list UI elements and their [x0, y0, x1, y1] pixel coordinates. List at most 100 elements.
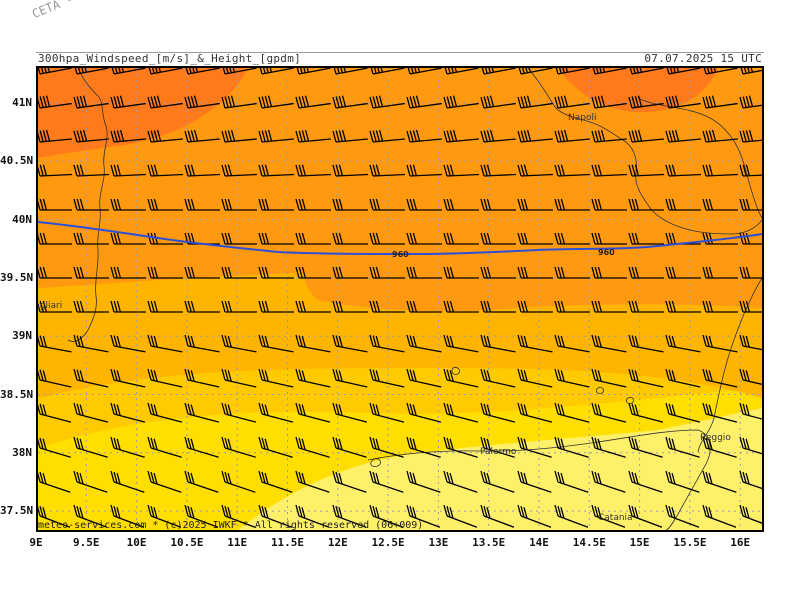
- map-header: 300hpa_Windspeed_[m/s]_&_Height_[gpdm] 0…: [36, 52, 764, 65]
- wind-barb: [184, 164, 220, 177]
- wind-barb: [184, 129, 220, 143]
- map-datetime: 07.07.2025 15 UTC: [644, 52, 762, 65]
- wind-barbs: [38, 68, 762, 528]
- height-contour-960: [38, 221, 762, 256]
- wind-barb: [517, 232, 553, 245]
- wind-barb: [332, 334, 368, 353]
- wind-barb: [554, 334, 590, 353]
- wind-barb: [38, 403, 72, 423]
- wind-barb: [665, 436, 700, 458]
- wind-barb: [295, 164, 331, 177]
- wind-barb: [665, 164, 701, 177]
- wind-barb: [702, 232, 738, 245]
- wind-barb: [665, 470, 700, 493]
- wind-barb: [147, 402, 183, 423]
- longitude-label: 15.5E: [673, 536, 707, 549]
- wind-barb: [221, 334, 257, 353]
- wind-barb: [517, 504, 552, 528]
- wind-barb: [110, 198, 146, 211]
- wind-barb: [369, 402, 405, 423]
- wind-barb: [38, 300, 72, 313]
- wind-barb: [739, 300, 762, 313]
- wind-barb: [110, 164, 146, 177]
- city-label-napoli: Napoli: [568, 113, 596, 123]
- wind-barb: [332, 164, 368, 177]
- wind-barb: [702, 266, 738, 279]
- latitude-label: 38.5N: [0, 387, 34, 401]
- wind-barb: [591, 198, 627, 211]
- wind-barb: [73, 470, 108, 493]
- wind-barb: [258, 368, 294, 388]
- wind-barb: [73, 266, 109, 279]
- wind-barb: [739, 198, 762, 211]
- city-label-reggio: Reggio: [700, 433, 731, 443]
- wind-barb: [702, 436, 737, 458]
- wind-barb: [517, 300, 553, 313]
- wind-barb: [628, 402, 664, 423]
- wind-barb: [629, 68, 664, 75]
- wind-barb: [480, 436, 515, 458]
- wind-barb: [38, 198, 72, 211]
- wind-barb: [517, 266, 553, 279]
- longitude-label: 9.5E: [73, 536, 100, 549]
- wind-barb: [147, 198, 183, 211]
- wind-barb: [665, 266, 701, 279]
- wind-barb: [406, 436, 441, 458]
- wind-barb: [480, 300, 516, 313]
- wind-barb: [628, 129, 664, 143]
- wind-barb: [147, 129, 183, 143]
- wind-barb: [665, 504, 700, 528]
- wind-barb: [702, 470, 737, 493]
- wind-barb: [591, 368, 627, 388]
- wind-barb: [628, 95, 664, 109]
- wind-barb: [554, 129, 590, 143]
- wind-barb: [739, 470, 762, 490]
- wind-barb: [443, 266, 479, 279]
- latitude-label: 40.5N: [0, 154, 34, 168]
- weather-map: 960 960 Napoli Cagliari Palermo Reggio C…: [36, 66, 764, 532]
- wind-barb: [73, 402, 109, 423]
- wind-barb: [332, 266, 368, 279]
- wind-barb: [184, 334, 220, 353]
- wind-barb: [628, 436, 663, 458]
- wind-barb: [332, 402, 368, 423]
- wind-barb: [369, 334, 405, 353]
- wind-barb: [591, 504, 626, 528]
- sardinia-coastline: [67, 68, 108, 342]
- wind-barb: [665, 334, 701, 353]
- copyright-footer: meteo-services.com * (c)2025 IWKF * All …: [38, 520, 424, 531]
- wind-barb: [628, 368, 664, 388]
- wind-barb: [221, 95, 257, 109]
- sicily-coastline: [367, 429, 711, 530]
- wind-barb: [110, 504, 145, 528]
- wind-barb: [295, 232, 331, 245]
- wind-barb: [221, 232, 257, 245]
- wind-barb: [221, 198, 257, 211]
- wind-barb: [295, 436, 330, 458]
- wind-barb: [73, 232, 109, 245]
- wind-barb: [554, 198, 590, 211]
- wind-barb: [74, 68, 109, 75]
- longitude-label: 10E: [126, 536, 147, 549]
- wind-barb: [332, 368, 368, 388]
- wind-barb: [221, 129, 257, 143]
- wind-barb: [628, 232, 664, 245]
- wind-barb: [295, 198, 331, 211]
- latitude-label: 40N: [12, 212, 32, 226]
- wind-barb: [702, 368, 738, 388]
- wind-barb: [369, 368, 405, 388]
- wind-barb: [480, 470, 515, 493]
- wind-barb: [221, 436, 256, 458]
- wind-barb: [258, 334, 294, 353]
- wind-barb: [38, 437, 71, 458]
- wind-fill-band: [558, 68, 718, 113]
- wind-barb: [147, 504, 182, 528]
- wind-barb: [591, 266, 627, 279]
- wind-barb: [110, 402, 146, 423]
- wind-barb: [480, 402, 516, 423]
- wind-barb: [739, 95, 762, 109]
- wind-fill-band: [238, 408, 762, 530]
- wind-barb: [184, 368, 220, 388]
- wind-barb: [73, 300, 109, 313]
- wind-barb: [628, 334, 664, 353]
